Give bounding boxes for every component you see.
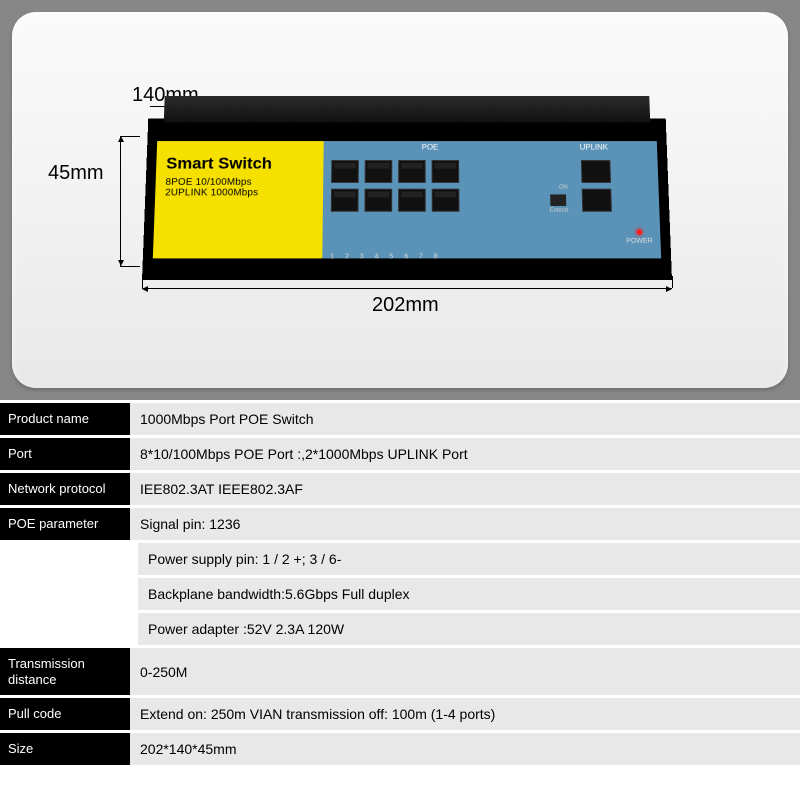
spec-label: POE parameter xyxy=(0,508,130,540)
poe-port xyxy=(331,189,359,212)
spec-row: Product name1000Mbps Port POE Switch xyxy=(0,400,800,435)
spec-row: Transmission distance0-250M xyxy=(0,645,800,695)
switch-title: Smart Switch xyxy=(166,154,314,173)
switch-spec-line2: 2UPLINK 1000Mbps xyxy=(165,188,313,199)
diagram-panel: 140mm 45mm 202mm Smart Switch 8POE 10/10… xyxy=(12,12,788,388)
poe-port xyxy=(398,160,426,183)
switch-spec-line1: 8POE 10/100Mbps xyxy=(165,177,313,188)
spec-row: Port8*10/100Mbps POE Port :,2*1000Mbps U… xyxy=(0,435,800,470)
tick-height-top xyxy=(120,136,140,137)
uplink-ports xyxy=(581,160,612,212)
dimension-height: 45mm xyxy=(48,162,104,185)
spec-value: 0-250M xyxy=(130,648,800,695)
spec-row: Backplane bandwidth:5.6Gbps Full duplex xyxy=(0,575,800,610)
arrow-height xyxy=(120,136,121,266)
port-numbers: 1 2 3 4 5 6 7 8 xyxy=(330,254,442,261)
spec-label: Product name xyxy=(0,403,130,435)
spec-label: Transmission distance xyxy=(0,648,130,695)
spec-row: Power adapter :52V 2.3A 120W xyxy=(0,610,800,645)
tick-width-r xyxy=(672,276,673,288)
spec-row: Power supply pin: 1 / 2 +; 3 / 6- xyxy=(0,540,800,575)
spec-value: Power adapter :52V 2.3A 120W xyxy=(138,613,800,645)
poe-group-label: POE xyxy=(422,143,439,152)
poe-port xyxy=(432,160,460,183)
diagram-frame: 140mm 45mm 202mm Smart Switch 8POE 10/10… xyxy=(0,0,800,400)
spec-label: Size xyxy=(0,733,130,765)
poe-port xyxy=(364,189,392,212)
tick-height-bot xyxy=(120,266,140,267)
spec-label: Pull code xyxy=(0,698,130,730)
uplink-port xyxy=(582,189,612,212)
switch-front-face: Smart Switch 8POE 10/100Mbps 2UPLINK 100… xyxy=(153,141,661,258)
spec-value: Power supply pin: 1 / 2 +; 3 / 6- xyxy=(138,543,800,575)
poe-port xyxy=(398,189,426,212)
power-label: POWER xyxy=(626,238,653,245)
poe-port xyxy=(365,160,393,183)
switch-label-panel: Smart Switch 8POE 10/100Mbps 2UPLINK 100… xyxy=(153,141,324,258)
uplink-port xyxy=(581,160,611,183)
uplink-group-label: UPLINK xyxy=(580,143,609,152)
spec-value: Backplane bandwidth:5.6Gbps Full duplex xyxy=(138,578,800,610)
spec-label: Port xyxy=(0,438,130,470)
spec-value: 1000Mbps Port POE Switch xyxy=(130,403,800,435)
spec-row: Size202*140*45mm xyxy=(0,730,800,765)
spec-value: 8*10/100Mbps POE Port :,2*1000Mbps UPLIN… xyxy=(130,438,800,470)
spec-label: Network protocol xyxy=(0,473,130,505)
spec-value: 202*140*45mm xyxy=(130,733,800,765)
spec-value: IEE802.3AT IEEE802.3AF xyxy=(130,473,800,505)
toggle-extend-label: Extend xyxy=(550,208,569,214)
spec-row: Pull codeExtend on: 250m VIAN transmissi… xyxy=(0,695,800,730)
spec-table: Product name1000Mbps Port POE SwitchPort… xyxy=(0,400,800,765)
spec-value: Signal pin: 1236 xyxy=(130,508,800,540)
spec-row: Network protocolIEE802.3AT IEEE802.3AF xyxy=(0,470,800,505)
poe-port xyxy=(432,189,460,212)
poe-port xyxy=(331,160,359,183)
switch-top-surface xyxy=(164,96,650,122)
spec-row: POE parameterSignal pin: 1236 xyxy=(0,505,800,540)
toggle-on-label: ON xyxy=(559,185,568,191)
arrow-width xyxy=(142,288,672,289)
power-led-icon xyxy=(636,229,642,235)
spec-value: Extend on: 250m VIAN transmission off: 1… xyxy=(130,698,800,730)
dimension-width: 202mm xyxy=(372,294,439,317)
extend-toggle xyxy=(550,194,566,206)
switch-device: Smart Switch 8POE 10/100Mbps 2UPLINK 100… xyxy=(142,118,672,280)
ports-area: POE UPLINK 1 2 3 4 5 6 7 xyxy=(322,141,661,258)
